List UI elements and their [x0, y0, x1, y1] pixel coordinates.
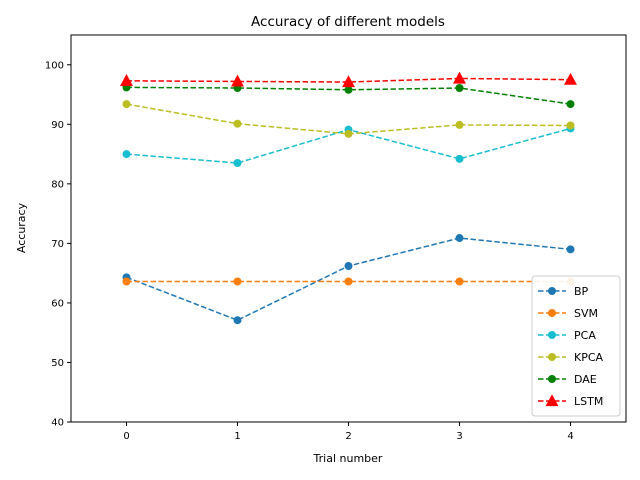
legend: BP SVM PCA KPCA DAE LSTM: [531, 275, 621, 417]
data-point: [120, 74, 133, 86]
axis-ticks: 0 1 2 3 4 40 50 60 70 80 90 100: [45, 60, 574, 442]
data-point: [231, 74, 244, 87]
data-point: [342, 75, 355, 88]
y-tick-label: 70: [51, 239, 64, 250]
legend-entry: SVM: [538, 307, 598, 320]
data-point: [233, 277, 242, 286]
data-point: [344, 277, 353, 286]
legend-entry: DAE: [538, 373, 597, 386]
y-tick-label: 40: [51, 418, 64, 429]
legend-label: SVM: [574, 307, 598, 320]
y-tick-label: 100: [45, 60, 64, 71]
data-point: [233, 159, 242, 168]
x-axis-title: Trial number: [313, 452, 383, 465]
x-tick-label: 2: [345, 431, 351, 442]
series-lstm: [120, 71, 577, 88]
legend-marker: [548, 309, 556, 317]
data-point: [122, 150, 131, 159]
y-axis-title: Accuracy: [15, 202, 28, 253]
series-line: [126, 77, 571, 83]
chart-title: Accuracy of different models: [251, 14, 445, 30]
data-point: [233, 316, 242, 325]
legend-marker: [548, 287, 556, 295]
legend-label: BP: [574, 285, 589, 298]
legend-marker: [548, 353, 556, 361]
legend-label: LSTM: [574, 395, 603, 408]
y-tick-label: 50: [51, 358, 64, 369]
data-point: [455, 277, 464, 286]
data-point: [344, 129, 353, 138]
plot-area: [120, 71, 577, 325]
data-point: [455, 83, 464, 92]
data-point: [122, 277, 131, 286]
legend-entry: LSTM: [538, 394, 603, 408]
x-tick-label: 3: [456, 431, 462, 442]
data-point: [455, 120, 464, 129]
data-point: [566, 121, 575, 130]
x-tick-label: 0: [123, 431, 129, 442]
legend-marker: [548, 375, 556, 383]
y-tick-label: 90: [51, 120, 64, 131]
data-point: [564, 72, 577, 85]
y-tick-label: 60: [51, 298, 64, 309]
legend-entry: KPCA: [538, 351, 604, 364]
data-point: [453, 71, 466, 84]
data-point: [566, 100, 575, 109]
x-tick-label: 4: [567, 431, 573, 442]
legend-marker: [545, 394, 559, 407]
series-line: [126, 86, 571, 105]
legend-label: PCA: [574, 329, 596, 342]
legend-entry: PCA: [538, 329, 596, 342]
data-point: [122, 100, 131, 109]
legend-label: KPCA: [574, 351, 604, 364]
data-point: [344, 262, 353, 271]
data-point: [455, 234, 464, 243]
legend-label: DAE: [574, 373, 597, 386]
data-point: [455, 154, 464, 163]
x-tick-label: 1: [234, 431, 240, 442]
legend-marker: [548, 331, 556, 339]
legend-entry: BP: [538, 285, 589, 298]
data-point: [344, 85, 353, 94]
data-point: [233, 119, 242, 128]
data-point: [566, 245, 575, 254]
y-tick-label: 80: [51, 179, 64, 190]
series-kpca: [122, 100, 575, 138]
